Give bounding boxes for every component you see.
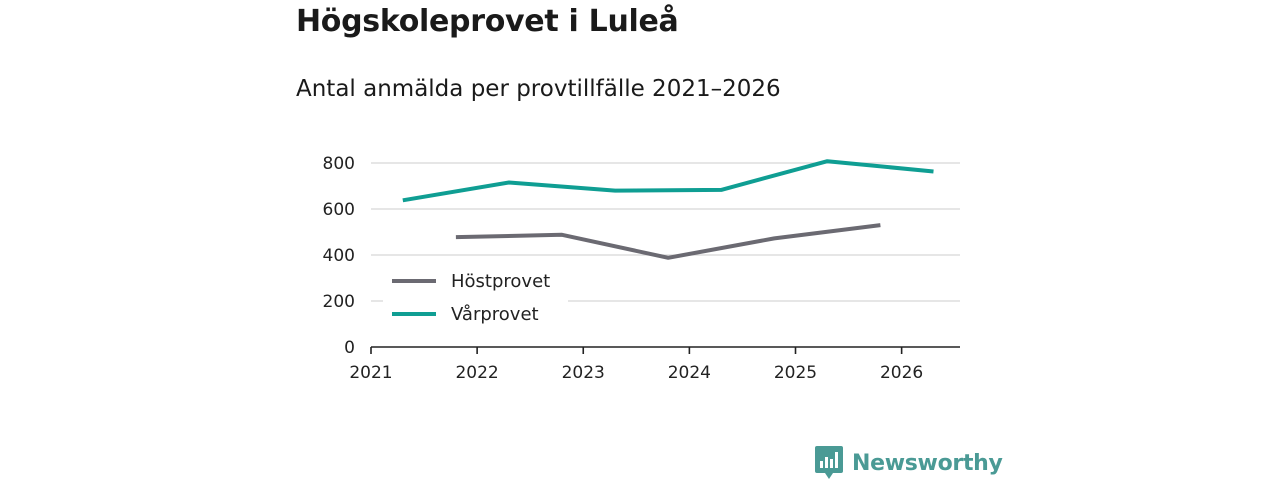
series-line-hostprovet — [455, 223, 881, 260]
brand-name: Newsworthy — [852, 450, 1003, 476]
data-point — [772, 236, 776, 240]
x-axis: 2021 2022 2023 2024 2025 2026 — [349, 346, 960, 383]
x-tick-label: 2026 — [880, 363, 923, 383]
newsworthy-logo: Newsworthy — [815, 446, 1003, 480]
y-axis-ticks: 0 200 400 600 800 — [323, 154, 355, 358]
data-point — [613, 189, 617, 193]
chart-title: Högskoleprovet i Luleå — [296, 4, 679, 39]
y-tick-label: 600 — [323, 200, 355, 220]
data-point — [825, 159, 829, 163]
legend-label: Höstprovet — [451, 271, 550, 292]
x-tick-label: 2025 — [774, 363, 817, 383]
data-point — [931, 170, 935, 174]
y-tick-label: 800 — [323, 154, 355, 174]
x-tick-label: 2024 — [668, 363, 711, 383]
data-point — [454, 235, 458, 239]
legend: Höstprovet Vårprovet — [383, 262, 568, 332]
y-tick-label: 400 — [323, 246, 355, 266]
series-lines — [401, 159, 935, 260]
chart-subtitle: Antal anmälda per provtillfälle 2021–202… — [296, 76, 781, 102]
series-line-varprovet — [402, 159, 934, 203]
data-point — [666, 256, 670, 260]
legend-label: Vårprovet — [451, 304, 539, 325]
data-point — [507, 181, 511, 185]
data-point — [878, 223, 882, 227]
y-tick-label: 0 — [344, 338, 355, 358]
legend-background — [383, 262, 568, 332]
y-tick-label: 200 — [323, 292, 355, 312]
x-tick-label: 2022 — [455, 363, 498, 383]
line-chart: 0 200 400 600 800 2021 2022 2023 2024 2025 2026 H… — [323, 154, 960, 383]
x-tick-label: 2023 — [562, 363, 605, 383]
data-point — [401, 198, 405, 202]
data-point — [719, 188, 723, 192]
bar-chart-speech-bubble-icon — [815, 446, 843, 479]
data-point — [560, 233, 564, 237]
x-tick-label: 2021 — [349, 363, 392, 383]
